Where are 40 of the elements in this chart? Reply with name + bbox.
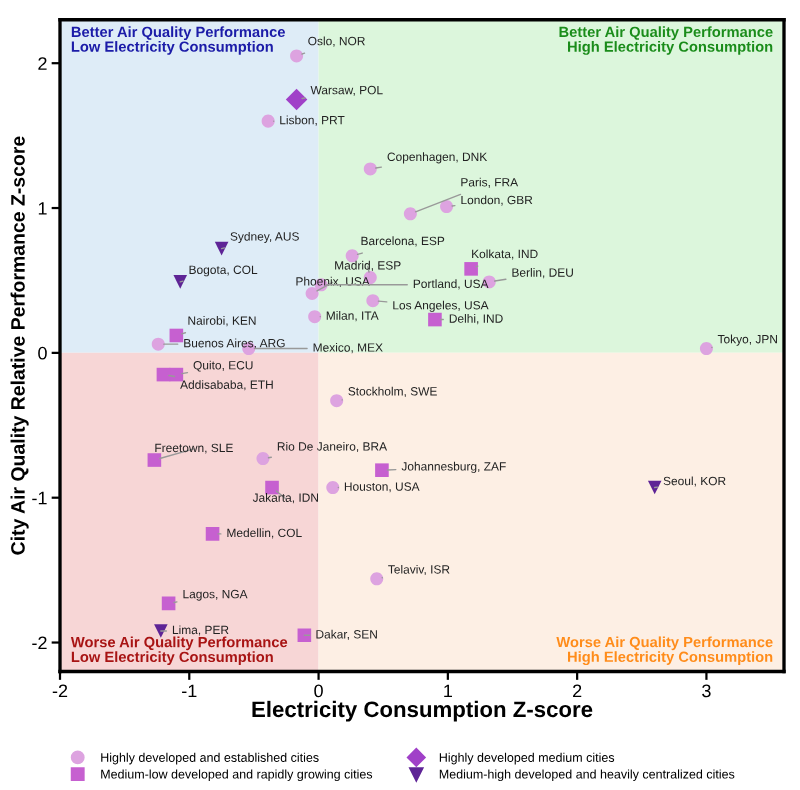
point [330, 394, 344, 408]
point [308, 310, 322, 324]
y-axis-title: City Air Quality Relative Performance Z-score [10, 136, 29, 555]
x-tick-label: -2 [52, 684, 68, 698]
point [214, 241, 229, 256]
y-tick-label: 0 [38, 346, 47, 360]
point [256, 452, 270, 466]
x-tick-label: -1 [182, 684, 197, 698]
x-tick-label: 2 [573, 684, 582, 698]
point [370, 572, 384, 586]
point [297, 628, 312, 643]
point [151, 337, 165, 351]
point [205, 527, 220, 541]
point [156, 367, 171, 382]
y-tick-label: 2 [38, 57, 47, 70]
point [464, 262, 478, 276]
point [403, 207, 417, 221]
point [305, 286, 319, 300]
point [161, 596, 176, 611]
point [261, 114, 275, 128]
point [363, 162, 377, 176]
x-tick-label: 1 [444, 684, 452, 698]
point [375, 463, 389, 477]
x-tick-label: 0 [314, 684, 323, 698]
point [285, 88, 308, 111]
point [147, 453, 162, 467]
x-axis-title: Electricity Consumption Z-score [252, 700, 593, 722]
point [326, 481, 340, 495]
point [440, 200, 454, 214]
point [169, 328, 184, 343]
point [428, 312, 442, 327]
point [173, 275, 188, 289]
y-tick-label: -1 [32, 491, 47, 505]
point [290, 49, 304, 63]
x-tick-label: 3 [702, 684, 711, 698]
point [699, 342, 713, 356]
y-tick-label: -2 [32, 636, 47, 650]
point [366, 294, 380, 308]
y-tick-label: 1 [38, 202, 47, 215]
point [647, 480, 662, 495]
